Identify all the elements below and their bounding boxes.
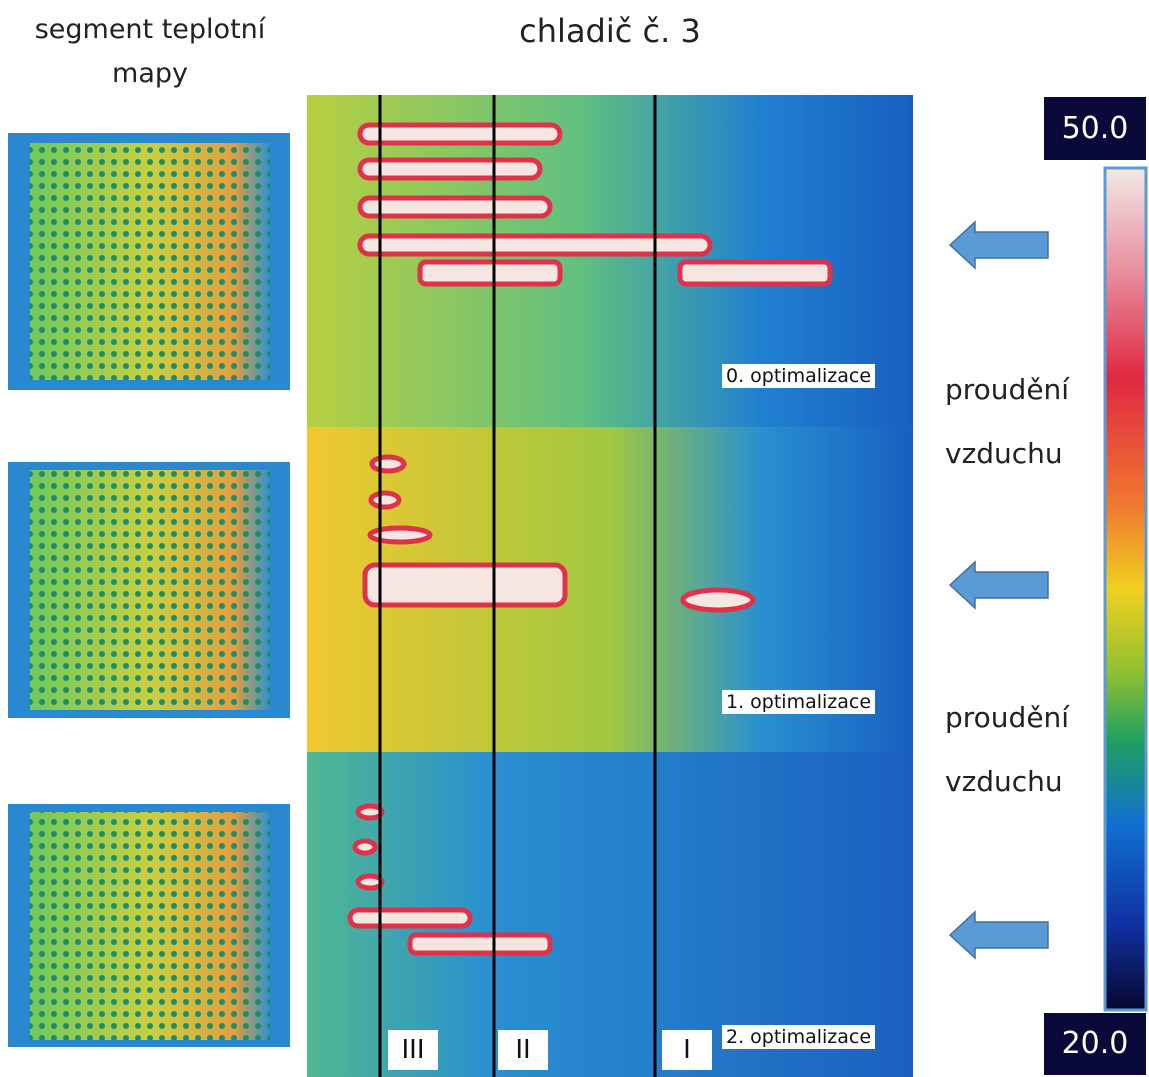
zone-label: III — [388, 1030, 438, 1070]
panel-label: 0. optimalizace — [722, 364, 875, 388]
title: chladič č. 3 — [307, 12, 913, 50]
scale-max: 50.0 — [1044, 97, 1146, 160]
segment-title: segment teplotní mapy — [0, 8, 300, 96]
figure: segment teplotní mapy chladič č. 3 0. op… — [0, 0, 1149, 1077]
graphics — [0, 0, 1149, 1077]
panel-label: 1. optimalizace — [722, 690, 875, 714]
segment-images — [8, 133, 290, 1047]
zone-label: II — [498, 1030, 548, 1070]
scale-min: 20.0 — [1044, 1013, 1146, 1075]
airflow-label: proudění vzduchu — [945, 686, 1055, 814]
zone-label: I — [662, 1030, 712, 1070]
color-bar — [1105, 168, 1146, 1010]
thermal-image — [307, 95, 913, 1077]
airflow-label: proudění vzduchu — [945, 358, 1055, 486]
panel-label: 2. optimalizace — [722, 1025, 875, 1049]
airflow-arrows — [950, 222, 1048, 958]
